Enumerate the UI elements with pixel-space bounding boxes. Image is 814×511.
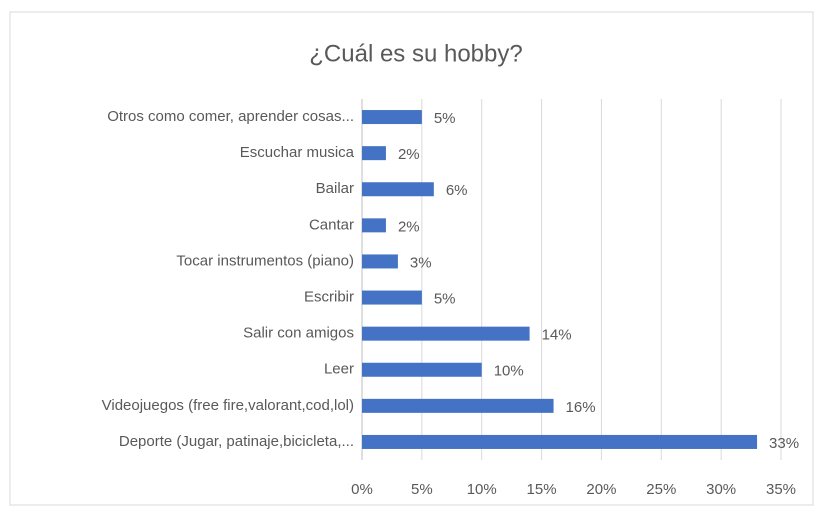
y-tick-label: Videojuegos (free fire,valorant,cod,lol) [102, 397, 354, 414]
x-tick-label: 20% [586, 481, 616, 498]
bar [362, 290, 422, 305]
x-tick-label: 25% [646, 481, 676, 498]
bar [362, 398, 554, 413]
bar [362, 434, 758, 449]
x-tick-label: 35% [766, 481, 796, 498]
chart-frame [9, 11, 814, 506]
x-tick-label: 10% [467, 481, 497, 498]
data-label: 5% [434, 110, 456, 127]
bar [362, 182, 434, 197]
y-tick-label: Bailar [316, 180, 354, 197]
x-tick-label: 5% [411, 481, 433, 498]
y-tick-label: Salir con amigos [243, 325, 354, 342]
y-tick-label: Otros como comer, aprender cosas... [107, 108, 354, 125]
data-label: 10% [494, 363, 524, 380]
bar [362, 110, 422, 125]
y-tick-label: Escribir [304, 289, 354, 306]
x-tick-label: 15% [527, 481, 557, 498]
bar [362, 326, 530, 341]
data-label: 5% [434, 291, 456, 308]
data-label: 16% [566, 399, 596, 416]
bar [362, 218, 386, 233]
bar [362, 362, 482, 377]
data-label: 33% [769, 435, 799, 452]
data-label: 14% [542, 327, 572, 344]
x-tick-label: 30% [706, 481, 736, 498]
y-tick-label: Deporte (Jugar, patinaje,bicicleta,... [119, 433, 354, 450]
chart-title: ¿Cuál es su hobby? [309, 40, 522, 67]
y-tick-label: Escuchar musica [240, 144, 355, 161]
y-tick-label: Cantar [309, 216, 354, 233]
x-tick-label: 0% [351, 481, 373, 498]
data-label: 2% [398, 218, 420, 235]
data-label: 3% [410, 254, 432, 271]
bar [362, 146, 386, 161]
bar [362, 254, 398, 269]
data-label: 6% [446, 182, 468, 199]
data-label: 2% [398, 146, 420, 163]
y-tick-label: Leer [324, 361, 354, 378]
y-tick-label: Tocar instrumentos (piano) [176, 252, 354, 269]
